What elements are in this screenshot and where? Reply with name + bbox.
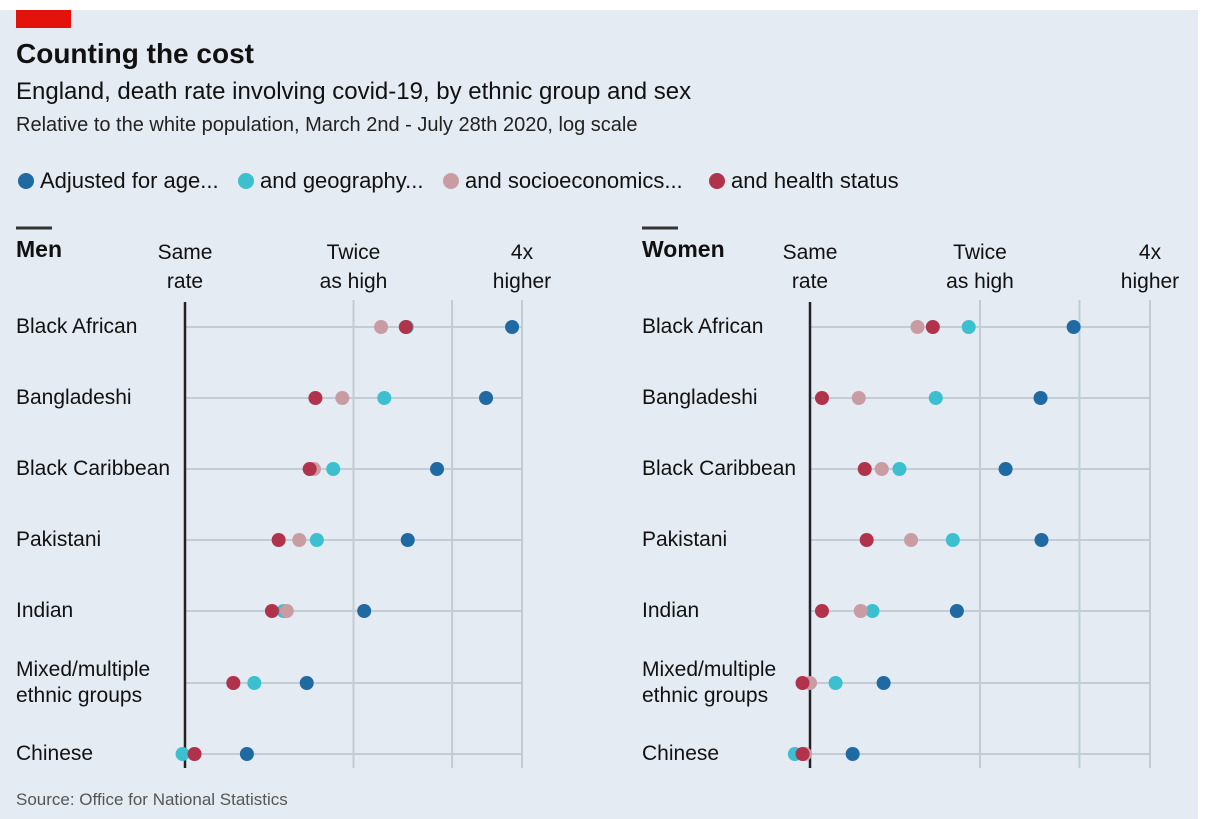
category-label: Pakistani	[642, 528, 728, 551]
category-label: Bangladeshi	[16, 386, 132, 409]
note: Relative to the white population, March …	[16, 114, 638, 136]
dot	[187, 747, 202, 761]
dot	[910, 320, 925, 334]
dot	[299, 676, 314, 690]
category-label: Black Caribbean	[16, 457, 171, 480]
category-label: Mixed/multiple ethnic groups	[16, 658, 151, 707]
dot	[795, 676, 810, 690]
dot	[279, 604, 294, 618]
dot	[1033, 391, 1048, 405]
dot	[335, 391, 350, 405]
dot	[892, 462, 907, 476]
x-tick-label: Same rate	[782, 241, 838, 293]
x-tick-label: 4x higher	[492, 241, 552, 293]
category-label: Black Caribbean	[642, 457, 797, 480]
dot	[874, 462, 889, 476]
dot	[949, 604, 964, 618]
dot	[308, 391, 323, 405]
legend-label: and socioeconomics...	[465, 168, 683, 193]
dot	[247, 676, 262, 690]
dot	[1066, 320, 1081, 334]
dot	[400, 533, 415, 547]
panel-title: Women	[642, 236, 725, 262]
legend-dot	[709, 173, 725, 189]
x-tick-label: Twice as high	[946, 241, 1014, 293]
legend-dot	[443, 173, 459, 189]
dot	[814, 604, 829, 618]
dot	[851, 391, 866, 405]
dot	[795, 747, 810, 761]
dot	[326, 462, 341, 476]
dot	[928, 391, 943, 405]
dot	[925, 320, 940, 334]
dot	[998, 462, 1013, 476]
dot	[845, 747, 860, 761]
dot	[961, 320, 976, 334]
dot	[430, 462, 445, 476]
category-label: Indian	[642, 599, 700, 622]
dot	[398, 320, 413, 334]
dot	[302, 462, 317, 476]
dot	[853, 604, 868, 618]
subtitle: England, death rate involving covid-19, …	[16, 78, 692, 105]
category-label: Black African	[642, 315, 764, 338]
dot	[479, 391, 494, 405]
dot	[859, 533, 874, 547]
dot	[175, 747, 190, 761]
x-tick-label: Twice as high	[319, 241, 388, 293]
legend-dot	[238, 173, 254, 189]
dot	[1034, 533, 1049, 547]
dot	[292, 533, 307, 547]
category-label: Black African	[16, 315, 138, 338]
dot	[374, 320, 389, 334]
dot	[857, 462, 872, 476]
category-label: Mixed/multiple ethnic groups	[642, 658, 777, 707]
background	[0, 10, 1198, 819]
legend-label: and health status	[731, 168, 899, 193]
category-label: Chinese	[642, 742, 720, 765]
dot	[377, 391, 392, 405]
dot	[271, 533, 286, 547]
dot	[309, 533, 324, 547]
dot	[264, 604, 279, 618]
legend-label: Adjusted for age...	[40, 168, 219, 193]
dot	[904, 533, 919, 547]
dot	[357, 604, 372, 618]
category-label: Pakistani	[16, 528, 102, 551]
dot	[226, 676, 241, 690]
dot	[865, 604, 880, 618]
panel-title: Men	[16, 236, 62, 262]
dot	[814, 391, 829, 405]
legend-label: and geography...	[260, 168, 424, 193]
category-label: Bangladeshi	[642, 386, 758, 409]
dot	[945, 533, 960, 547]
x-tick-label: Same rate	[157, 241, 213, 293]
category-label: Indian	[16, 599, 74, 622]
source: Source: Office for National Statistics	[16, 790, 288, 809]
category-label: Chinese	[16, 742, 94, 765]
legend-dot	[18, 173, 34, 189]
dot	[505, 320, 520, 334]
dot	[828, 676, 843, 690]
dot	[876, 676, 891, 690]
title: Counting the cost	[16, 38, 254, 69]
dot	[239, 747, 254, 761]
logo-bar	[16, 10, 71, 28]
x-tick-label: 4x higher	[1120, 241, 1180, 293]
